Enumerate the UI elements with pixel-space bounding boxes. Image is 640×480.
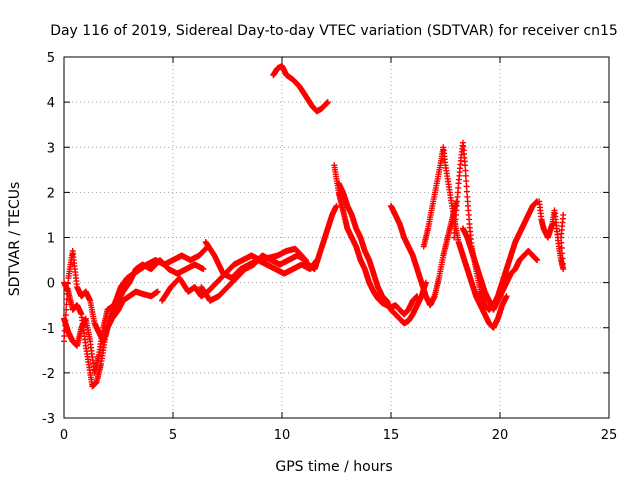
grid-lines [64,57,609,418]
series-s10 [388,198,460,309]
chart-title: Day 116 of 2019, Sidereal Day-to-day VTE… [50,23,618,39]
series-markers [536,198,567,273]
series-markers [61,243,211,376]
series-s11 [420,144,510,331]
series-markers [270,63,331,115]
y-tick-label: 5 [47,51,55,66]
x-tick-label: 5 [169,428,177,443]
y-tick-label: 3 [47,141,55,156]
series-s13 [459,225,541,313]
y-tick-label: 1 [47,232,55,247]
series-s14 [536,198,567,273]
series-s9 [335,180,429,327]
x-tick-label: 20 [492,428,509,443]
series-s3 [61,243,211,376]
x-axis-label: GPS time / hours [275,459,392,475]
y-axis-label: SDTVAR / TECUs [7,182,23,297]
series-markers [451,139,541,313]
y-tick-label: 2 [47,186,55,201]
series-s6 [198,252,309,304]
x-axis: 0 5 10 15 20 25 [60,57,617,443]
y-tick-label: -1 [42,322,55,337]
y-tick-label: 0 [47,277,55,292]
series-s4 [159,202,340,304]
y-tick-label: -2 [42,367,55,382]
series-markers [388,198,460,309]
data-points [61,63,567,390]
x-tick-label: 0 [60,428,68,443]
y-tick-label: -3 [42,412,55,427]
x-tick-label: 10 [274,428,291,443]
series-markers [420,144,510,331]
y-axis: -3 -2 -1 0 1 2 3 4 5 [42,51,609,427]
series-markers [198,252,309,304]
series-s7 [270,63,331,115]
series-markers [159,202,340,304]
y-tick-label: 4 [47,96,55,111]
series-s12 [451,139,541,313]
x-tick-label: 15 [383,428,400,443]
series-markers [335,180,429,327]
series-markers [459,225,541,313]
x-tick-label: 25 [601,428,618,443]
